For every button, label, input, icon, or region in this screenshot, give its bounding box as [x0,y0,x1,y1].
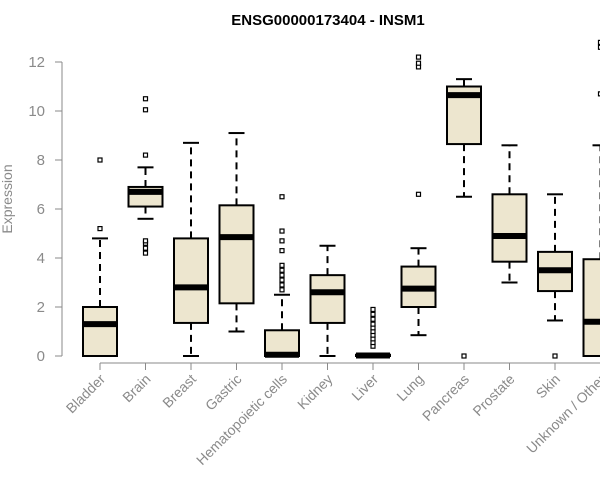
x-tick-label: Skin [533,371,564,402]
box-hematopoietic-cells [264,194,300,358]
outlier-point [97,157,103,163]
box-unknown-other [582,39,600,358]
outlier-point [142,107,149,113]
y-tick-label: 6 [37,201,45,218]
outlier-point [370,316,376,322]
outlier-point [97,226,103,232]
box-lung [400,54,437,337]
y-axis-label: Expression [0,164,15,233]
x-tick-label: Liver [348,371,381,404]
x-tick-label: Breast [159,371,199,411]
iqr-box [82,306,118,357]
box-gastric [218,132,255,333]
outlier-point [279,277,285,283]
box-liver [355,306,391,359]
outlier-point [597,91,600,97]
boxes-group [82,39,600,359]
iqr-box [173,237,209,324]
outlier-point [279,267,285,273]
x-tick-label: Kidney [294,371,336,413]
iqr-box [218,204,255,305]
outlier-point [279,262,285,268]
y-tick-label: 0 [37,348,45,365]
y-tick-label: 2 [37,299,45,316]
outlier-point [279,287,285,293]
x-tick-label: Gastric [202,371,245,414]
box-prostate [491,144,528,284]
outlier-point [415,54,422,60]
outlier-point [142,238,149,244]
outlier-point [142,152,149,158]
x-tick-label: Bladder [63,371,109,417]
x-tick-label: Brain [119,371,153,405]
outlier-point [461,353,467,359]
y-axis-ticks: 0 2 4 6 8 10 12 [28,54,62,365]
x-tick-label: Lung [393,371,426,404]
outlier-point [279,194,285,200]
outlier-point [370,311,376,317]
outlier-point [597,44,600,50]
outlier-point [142,96,149,102]
iqr-box [309,274,346,324]
outlier-point [279,272,285,278]
outlier-point [279,282,285,288]
box-skin [537,193,573,359]
iqr-box [582,258,600,358]
y-tick-label: 8 [37,152,45,169]
box-pancreas [446,78,482,359]
outlier-point [142,245,149,251]
outlier-point [142,250,149,256]
box-brain [127,96,164,256]
box-bladder [82,157,118,357]
box-breast [173,141,209,357]
outlier-point [597,39,600,46]
outlier-point [370,321,376,327]
iqr-box [264,329,300,357]
outlier-point [415,191,422,197]
x-tick-label: Pancreas [419,371,472,424]
chart-title: ENSG00000173404 - INSM1 [231,12,424,29]
x-tick-label: Prostate [469,371,517,419]
box-kidney [309,244,346,357]
y-tick-label: 4 [37,250,45,267]
outlier-point [552,353,558,359]
iqr-box [491,193,528,263]
y-tick-label: 12 [28,54,45,71]
outlier-point [279,228,285,234]
outlier-point [415,60,422,66]
x-tick-label: Hematopoietic cells [193,371,290,468]
outlier-point [279,248,285,254]
outlier-point [279,238,285,244]
outlier-point [370,306,376,313]
y-tick-label: 10 [28,103,45,120]
